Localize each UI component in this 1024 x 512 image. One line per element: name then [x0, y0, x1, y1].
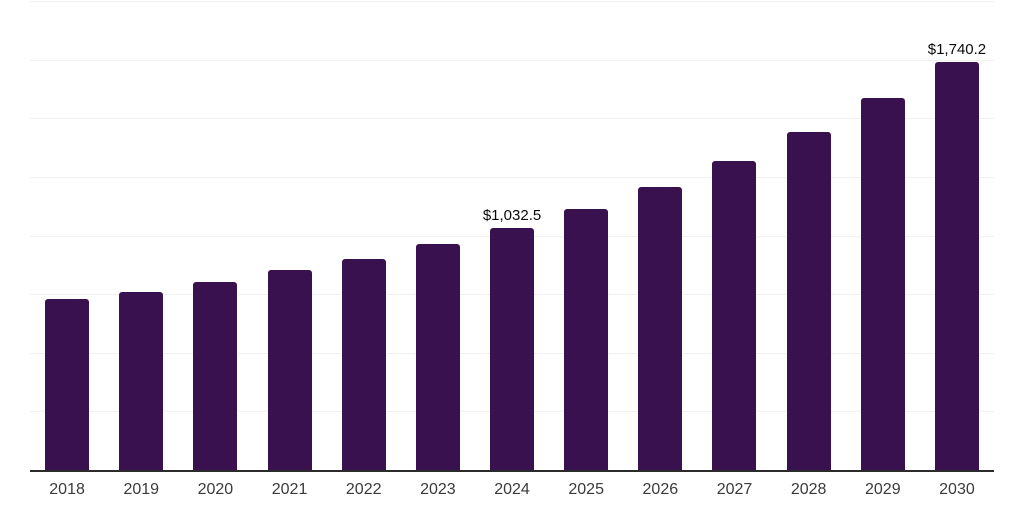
bar-2018: [45, 298, 90, 470]
bar-2022: [341, 258, 386, 470]
bar-slot: [327, 1, 401, 470]
x-axis-label-2022: 2022: [345, 481, 382, 498]
bars-container: $1,032.5 $1,740.2: [30, 1, 994, 470]
bar-slot: [549, 1, 623, 470]
bar-2028: [786, 132, 831, 470]
bar-2026: [638, 186, 683, 470]
bar-slot: [30, 1, 104, 470]
x-axis-label-2021: 2021: [271, 481, 308, 498]
bar-2029: [860, 98, 905, 470]
plot-area: $1,032.5 $1,740.2: [30, 1, 994, 472]
bar-2024: [490, 227, 535, 470]
bar-2020: [193, 282, 238, 470]
bar-slot: [104, 1, 178, 470]
bar-2019: [119, 291, 164, 470]
x-axis-label-2028: 2028: [790, 481, 827, 498]
bar-slot: $1,032.5: [475, 1, 549, 470]
x-axis-label-2023: 2023: [420, 481, 456, 498]
x-axis-label-2019: 2019: [123, 481, 160, 498]
bar-slot: [846, 1, 920, 470]
x-axis-label-2030: 2030: [939, 481, 975, 498]
bar-slot: [401, 1, 475, 470]
bar-2023: [415, 243, 460, 470]
bar-slot: [623, 1, 697, 470]
x-axis-label-2018: 2018: [49, 481, 85, 498]
bar-slot: $1,740.2: [920, 1, 994, 470]
gridline: [30, 1, 994, 2]
x-axis-labels: 2018 2019 2020 2021 2022 2023 2024 2025 2026 2027…: [30, 481, 994, 499]
x-axis-label-2025: 2025: [568, 481, 604, 498]
x-axis-label-2020: 2020: [197, 481, 234, 498]
gridline: [30, 59, 994, 61]
bar-2027: [712, 160, 757, 470]
x-axis-label-2027: 2027: [716, 481, 753, 498]
bar-2025: [564, 209, 609, 470]
bar-slot: [772, 1, 846, 470]
bar-value-label: $1,740.2: [927, 40, 987, 58]
bar-value-label: $1,032.5: [482, 206, 542, 224]
bar-slot: [178, 1, 252, 470]
bar-slot: [252, 1, 326, 470]
x-axis-label-2029: 2029: [865, 481, 901, 498]
x-axis-label-2026: 2026: [642, 481, 679, 498]
gridline: [30, 176, 994, 178]
x-axis-label-2024: 2024: [494, 481, 530, 498]
bar-slot: [697, 1, 771, 470]
gridline: [30, 118, 994, 120]
bar-2030: [934, 61, 979, 470]
bar-2021: [267, 269, 312, 470]
